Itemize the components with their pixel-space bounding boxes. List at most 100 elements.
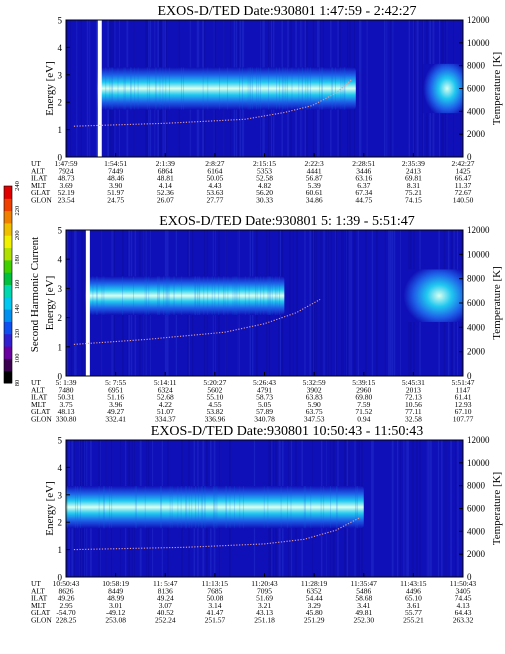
texture-stripe (439, 440, 440, 577)
texture-stripe (304, 230, 306, 376)
texture-stripe (414, 20, 415, 157)
texture-stripe (430, 440, 432, 577)
texture-stripe (371, 230, 374, 376)
orbit-value: 4.14 (159, 181, 172, 190)
texture-stripe (416, 20, 419, 157)
orbit-value: 50.08 (206, 594, 223, 603)
band-line (155, 67, 157, 110)
band-line (252, 67, 253, 110)
band-line (104, 486, 105, 529)
texture-stripe (455, 440, 457, 577)
orbit-value: 40.52 (157, 608, 174, 617)
texture-stripe (335, 230, 338, 376)
band-line (355, 486, 356, 529)
band-line (109, 486, 110, 529)
y2-tick-label: 10000 (467, 458, 490, 468)
orbit-value: 34.86 (306, 196, 323, 205)
texture-stripe (371, 440, 373, 577)
orbit-value: 6352 (307, 586, 322, 595)
band-line (280, 486, 282, 529)
texture-stripe (416, 440, 418, 577)
band-texture (105, 67, 346, 110)
orbit-value: 77.11 (405, 407, 422, 416)
y-tick-label: 2 (58, 518, 63, 528)
orbit-value: 3.96 (109, 400, 122, 409)
texture-stripe (438, 440, 440, 577)
band-line (279, 67, 280, 110)
band-line (291, 67, 293, 110)
orbit-value: 255.21 (403, 616, 424, 625)
y2-tick-label: 12000 (467, 225, 490, 235)
orbit-value: 30.33 (256, 196, 273, 205)
band-line (112, 67, 114, 110)
band-line (216, 486, 218, 529)
orbit-value: 55.77 (405, 608, 422, 617)
orbit-row-label: MLT (31, 601, 47, 610)
y-tick-label: 3 (58, 70, 63, 80)
orbit-value: 1425 (456, 166, 471, 175)
orbit-value: 11:35:47 (351, 579, 378, 588)
band-line (238, 276, 240, 315)
band-line (96, 276, 98, 315)
orbit-row-label: ALT (31, 385, 45, 394)
orbit-value: 11:28:19 (301, 579, 328, 588)
band-line (67, 486, 68, 529)
orbit-value: 2:28:51 (352, 159, 375, 168)
band-line (250, 67, 252, 110)
texture-stripe (359, 20, 361, 157)
orbit-value: 5:51:47 (452, 378, 475, 387)
texture-stripe (426, 440, 428, 577)
orbit-value: 52.58 (256, 174, 273, 183)
orbit-value: 7685 (207, 586, 222, 595)
texture-stripe (450, 440, 452, 577)
y-axis-label: Energy [eV] (44, 61, 56, 115)
texture-stripe (350, 230, 352, 376)
band-line (257, 67, 259, 110)
y2-tick-label: 8000 (467, 481, 486, 491)
orbit-value: 48.81 (157, 174, 174, 183)
band-line (98, 486, 100, 529)
orbit-value: 8449 (108, 586, 123, 595)
band-line (218, 276, 220, 315)
orbit-value: 251.57 (205, 616, 226, 625)
band-line (77, 486, 78, 529)
orbit-value: 54.44 (306, 594, 323, 603)
orbit-value: 4791 (257, 385, 272, 394)
texture-stripe (437, 440, 440, 577)
texture-stripe (391, 440, 394, 577)
band-line (305, 67, 307, 110)
orbit-row-label: ILAT (31, 594, 48, 603)
orbit-value: 5.05 (258, 400, 271, 409)
y-tick-label: 2 (58, 313, 63, 323)
band-line (310, 486, 312, 529)
texture-stripe (74, 230, 76, 376)
band-line (234, 486, 235, 529)
texture-stripe (390, 230, 392, 376)
band-line (239, 67, 240, 110)
orbit-value: 5:32:59 (303, 378, 326, 387)
y2-axis-label: Temperature [K] (491, 52, 503, 125)
texture-stripe (397, 440, 399, 577)
orbit-value: 2.95 (59, 601, 72, 610)
orbit-value: 50.31 (58, 393, 75, 402)
orbit-value: 6864 (158, 166, 173, 175)
orbit-value: 340.78 (254, 415, 275, 424)
texture-stripe (75, 230, 77, 376)
temperature-trace (73, 298, 321, 345)
orbit-value: 10:58:19 (102, 579, 129, 588)
band-line (185, 486, 187, 529)
band-line (111, 67, 113, 110)
orbit-value: 55.10 (206, 393, 223, 402)
orbit-value: 43.13 (256, 608, 273, 617)
band-line (103, 486, 104, 529)
band-line (276, 276, 278, 315)
texture-stripe (399, 230, 401, 376)
orbit-value: 2:8:27 (205, 159, 224, 168)
band-line (307, 67, 309, 110)
texture-stripe (345, 230, 347, 376)
orbit-value: 63.16 (355, 174, 372, 183)
orbit-value: 252.30 (353, 616, 374, 625)
band-line (134, 67, 136, 110)
texture-stripe (397, 440, 398, 577)
